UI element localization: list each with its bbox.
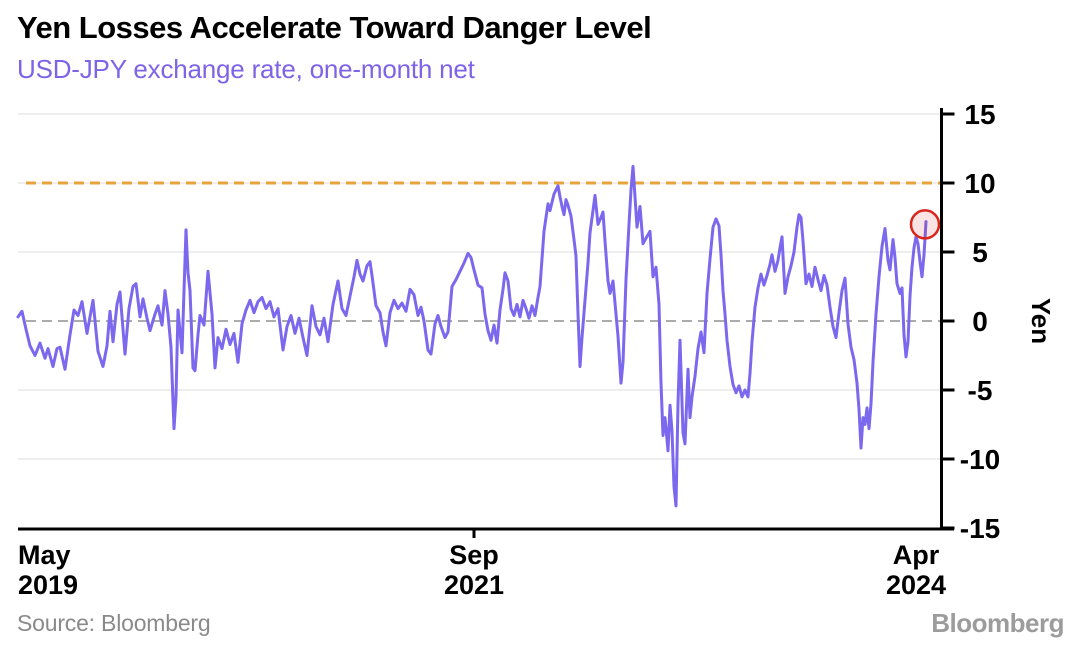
highlight-circle — [909, 209, 941, 240]
y-tick-label: 0 — [972, 306, 988, 337]
source-credit: Source: Bloomberg — [17, 610, 211, 636]
series-line — [16, 164, 928, 508]
y-tick-label: -10 — [960, 444, 1000, 475]
x-tick-label-month: Sep — [449, 540, 499, 570]
bloomberg-logo: Bloomberg — [931, 608, 1064, 638]
chart-subtitle: USD-JPY exchange rate, one-month net — [17, 54, 475, 84]
x-tick-label-year: 2019 — [18, 570, 78, 600]
x-tick-label-month: May — [18, 540, 71, 570]
y-tick-label: -15 — [960, 513, 1000, 544]
y-tick-label: 5 — [972, 237, 988, 268]
y-tick-label: 15 — [964, 99, 995, 130]
y-tick-label: -5 — [968, 375, 993, 406]
x-tick-label-year: 2021 — [444, 570, 504, 600]
page-title: Yen Losses Accelerate Toward Danger Leve… — [17, 10, 652, 45]
x-tick-label-month: Apr — [893, 540, 940, 570]
x-tick-label-year: 2024 — [886, 570, 946, 600]
y-axis-title: Yen — [1026, 298, 1056, 344]
y-tick-label: 10 — [964, 168, 995, 199]
